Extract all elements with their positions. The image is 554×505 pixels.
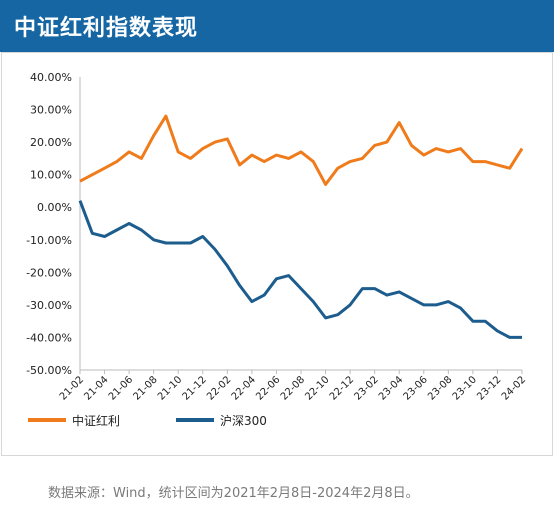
- x-tick-label: 23-12: [475, 374, 503, 402]
- x-tick-label: 22-12: [328, 374, 356, 402]
- x-tick-label: 22-06: [254, 374, 282, 402]
- x-tick-label: 22-02: [205, 374, 233, 402]
- y-tick-label: -20.00%: [26, 266, 72, 279]
- x-tick-label: 21-04: [82, 374, 110, 402]
- legend-swatch-series2: [176, 418, 214, 422]
- x-tick-label: 22-10: [303, 374, 331, 402]
- y-tick-label: -40.00%: [26, 331, 72, 344]
- y-tick-label: 30.00%: [30, 104, 72, 117]
- y-tick-label: 0.00%: [37, 201, 72, 214]
- y-tick-label: 20.00%: [30, 136, 72, 149]
- y-tick-label: -50.00%: [26, 364, 72, 377]
- x-tick-label: 21-02: [58, 374, 86, 402]
- series-line-1: [79, 114, 524, 186]
- x-tick-label: 21-10: [156, 374, 184, 402]
- legend-label-series1: 中证红利: [72, 413, 120, 428]
- series-line-2: [78, 200, 522, 339]
- chart-panel: [1, 52, 553, 456]
- x-tick-label: 23-06: [402, 374, 430, 402]
- y-tick-label: 40.00%: [30, 71, 72, 84]
- x-tick-label: 21-08: [131, 374, 159, 402]
- x-tick-label: 23-02: [352, 374, 380, 402]
- y-tick-label: 10.00%: [30, 169, 72, 182]
- x-tick-label: 24-02: [500, 374, 528, 402]
- x-tick-label: 21-06: [107, 374, 135, 402]
- x-tick-label: 22-04: [230, 374, 258, 402]
- x-tick-label: 21-12: [181, 374, 209, 402]
- y-tick-label: -10.00%: [26, 234, 72, 247]
- legend-swatch-series1: [28, 418, 66, 422]
- y-tick-label: -30.00%: [26, 299, 72, 312]
- source-note: 数据来源：Wind，统计区间为2021年2月8日-2024年2月8日。: [48, 486, 419, 501]
- x-tick-label: 23-04: [377, 374, 405, 402]
- page-title: 中证红利指数表现: [14, 16, 199, 41]
- x-tick-label: 22-08: [279, 374, 307, 402]
- header-banner: 中证红利指数表现: [0, 0, 554, 52]
- x-tick-label: 23-10: [451, 374, 479, 402]
- legend-label-series2: 沪深300: [220, 414, 267, 428]
- x-tick-label: 23-08: [426, 374, 454, 402]
